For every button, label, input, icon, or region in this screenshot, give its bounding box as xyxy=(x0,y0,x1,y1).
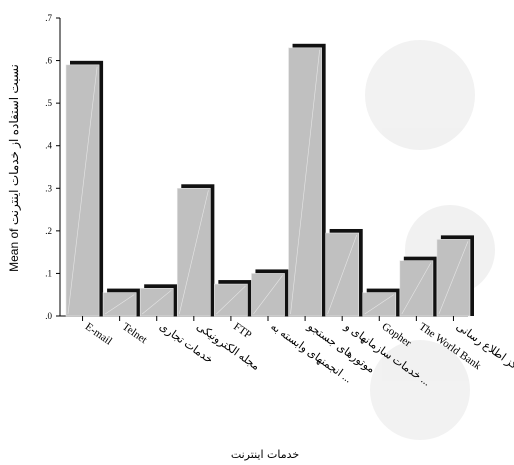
y-tick-label: .5 xyxy=(45,98,52,108)
y-tick-label: .4 xyxy=(45,141,52,151)
y-tick-label: .2 xyxy=(45,226,52,236)
y-tick-label: .0 xyxy=(45,311,52,321)
y-tick-label: .3 xyxy=(45,183,52,193)
bar-sheen xyxy=(216,285,246,315)
bar-sheen xyxy=(141,290,172,315)
bar-sheen xyxy=(104,294,135,315)
y-tick-label: .1 xyxy=(45,268,52,278)
bar xyxy=(65,64,100,317)
y-axis-label: Mean of نسبت استفاده از خدمات اینترنت xyxy=(7,64,21,272)
bar-sheen xyxy=(401,262,432,315)
x-tick-label: FTP xyxy=(231,321,253,342)
bar-sheen xyxy=(327,234,358,315)
x-axis-label: خدمات اینترنت xyxy=(231,448,299,461)
x-tick-label: مجله الکترونیکی xyxy=(194,321,262,373)
bar-sheen xyxy=(290,49,320,315)
bar-sheen xyxy=(364,294,394,315)
bar-sheen xyxy=(178,190,209,315)
y-tick-label: .7 xyxy=(45,13,52,23)
bar-sheen xyxy=(438,241,469,315)
bar-sheen xyxy=(253,275,283,315)
x-tick-label: E-mail xyxy=(83,321,114,348)
x-tick-label: Telnet xyxy=(120,321,149,347)
bar xyxy=(176,187,211,317)
bar-sheen xyxy=(67,66,98,315)
y-tick-label: .6 xyxy=(45,56,52,66)
